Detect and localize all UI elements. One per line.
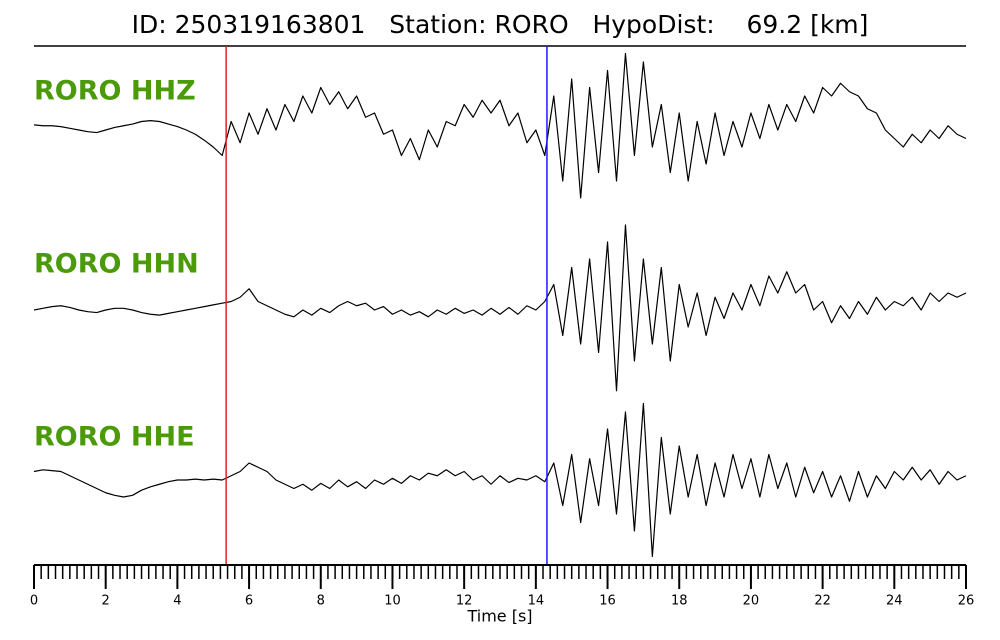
x-tick-label: 14 [528,594,545,609]
x-tick-label: 20 [743,594,760,609]
trace [33,52,967,199]
chart-title: ID: 250319163801 Station: RORO HypoDist:… [132,10,869,39]
x-tick-label: 0 [30,594,38,609]
x-tick-label: 24 [886,594,903,609]
x-tick-label: 2 [102,594,110,609]
x-tick-label: 12 [456,594,473,609]
trace-label: RORO HHN [34,249,199,280]
x-tick-label: 16 [599,594,616,609]
x-tick-label: 22 [814,594,831,609]
x-tick-label: 4 [173,594,181,609]
trace [33,224,967,392]
x-tick-label: 8 [317,594,325,609]
x-tick-label: 26 [958,594,975,609]
trace-label: RORO HHZ [34,76,196,107]
trace [33,402,967,558]
x-tick-label: 18 [671,594,688,609]
x-tick-label: 6 [245,594,253,609]
trace-label: RORO HHE [34,422,195,453]
x-tick-label: 10 [384,594,401,609]
x-axis-label: Time [s] [466,607,532,626]
